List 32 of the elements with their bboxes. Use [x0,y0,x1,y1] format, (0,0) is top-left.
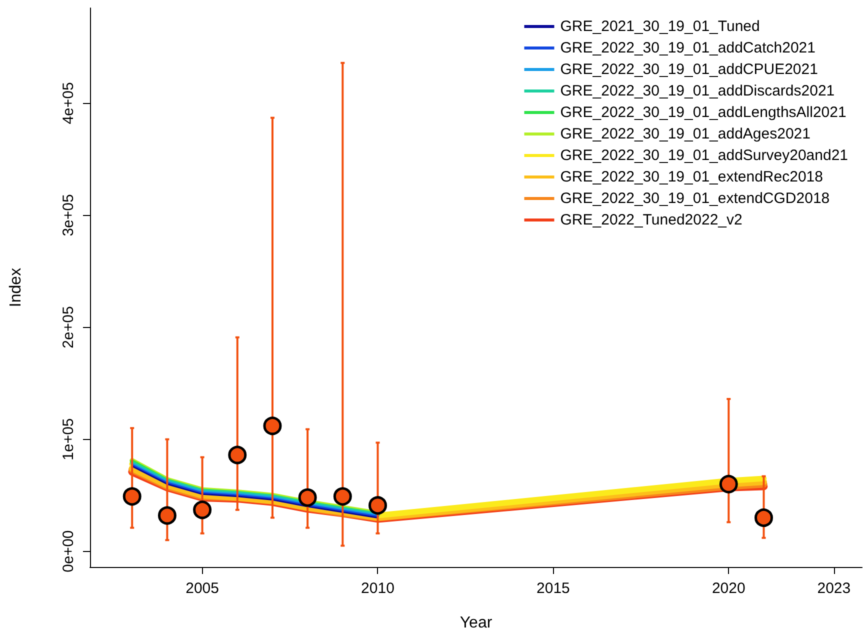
y-tick-label: 0e+00 [60,530,77,572]
point [333,487,352,506]
point [719,474,738,494]
x-tick-label: 2020 [712,580,746,597]
legend-label: GRE_2022_30_19_01_addCatch2021 [560,40,816,56]
point [754,508,773,527]
y-tick-label: 2e+05 [60,306,77,348]
x-tick-label: 2010 [361,580,394,597]
y-tick-label: 3e+05 [60,194,77,236]
x-tick-label: 2005 [186,580,219,597]
point [263,416,282,436]
point [158,506,176,525]
legend-label: GRE_2022_Tuned2022_v2 [560,212,742,228]
y-axis-title: Index [8,268,24,308]
legend-label: GRE_2022_30_19_01_extendCGD2018 [560,190,830,207]
point [193,500,212,520]
legend-label: GRE_2022_30_19_01_addLengthsAll2021 [560,104,846,121]
legend-label: GRE_2022_30_19_01_addCPUE2021 [560,61,818,78]
legend-label: GRE_2022_30_19_01_extendRec2018 [560,168,823,186]
legend-label: GRE_2021_30_19_01_Tuned [560,18,760,35]
legend-label: GRE_2022_30_19_01_addAges2021 [560,126,810,142]
x-axis-title: Year [460,614,493,632]
x-tick-label: 2023 [817,580,851,597]
point [368,496,387,515]
x-tick-label: 2015 [536,580,570,597]
legend-label: GRE_2022_30_19_01_addSurvey20and21 [560,147,848,164]
point [228,446,247,464]
point [122,487,142,506]
y-tick-label: 4e+05 [60,82,77,124]
point [298,488,317,507]
legend-label: GRE_2022_30_19_01_addDiscards2021 [560,82,835,100]
y-tick-label: 1e+05 [60,418,77,460]
